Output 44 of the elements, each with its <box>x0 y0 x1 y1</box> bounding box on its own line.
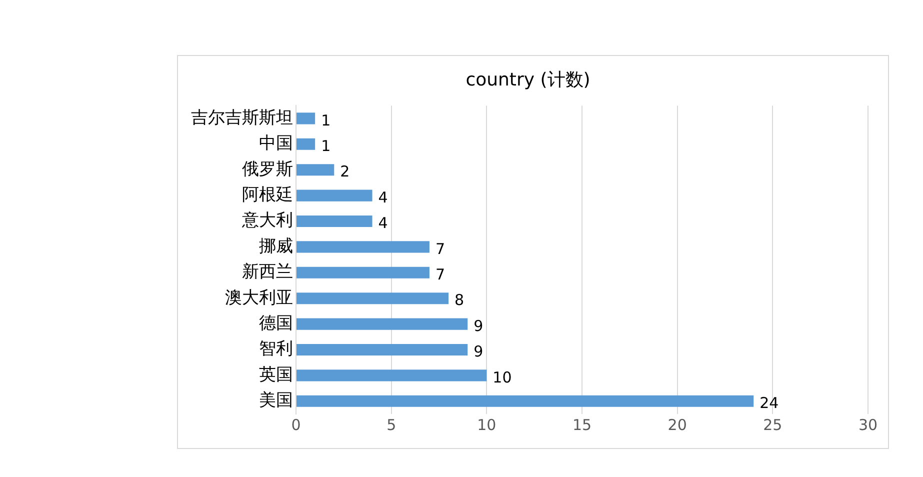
y-tick-label: 智利 <box>259 339 293 360</box>
bar <box>296 292 449 304</box>
y-tick-label: 新西兰 <box>242 262 293 282</box>
bar <box>296 164 334 176</box>
bar <box>296 370 487 382</box>
y-tick-label: 中国 <box>259 134 293 154</box>
data-label: 4 <box>378 214 388 232</box>
x-tick-label: 20 <box>668 416 687 434</box>
x-tick-label: 25 <box>763 416 782 434</box>
x-tick-label: 0 <box>291 416 301 434</box>
y-tick-label: 挪威 <box>259 236 293 256</box>
bar <box>296 215 372 228</box>
data-label: 7 <box>435 240 446 258</box>
bar <box>296 190 372 202</box>
x-tick-label: 30 <box>858 416 878 434</box>
data-label: 9 <box>474 316 484 335</box>
y-tick-label: 英国 <box>259 364 293 385</box>
x-tick-label: 15 <box>572 416 592 434</box>
data-label: 24 <box>760 394 779 412</box>
data-label: 7 <box>435 266 446 284</box>
y-tick-label: 意大利 <box>241 210 293 231</box>
data-label: 4 <box>378 188 388 206</box>
bar <box>296 266 430 278</box>
data-label: 2 <box>340 162 350 181</box>
bar <box>296 112 316 124</box>
bar <box>296 344 468 356</box>
data-label: 1 <box>321 111 331 130</box>
bar <box>296 395 754 407</box>
data-label: 9 <box>474 342 484 361</box>
y-tick-label: 德国 <box>259 313 293 334</box>
data-label: 1 <box>321 137 331 156</box>
data-label: 10 <box>492 368 512 386</box>
x-tick-label: 10 <box>477 416 496 434</box>
bar <box>296 241 430 253</box>
x-tick-label: 5 <box>386 416 396 434</box>
y-tick-label: 澳大利亚 <box>225 288 293 308</box>
bar <box>296 138 316 150</box>
chart-title: country (计数) <box>466 69 590 90</box>
y-tick-label: 俄罗斯 <box>242 159 293 180</box>
data-label: 8 <box>454 291 464 310</box>
y-tick-label: 美国 <box>259 390 293 411</box>
y-tick-label: 吉尔吉斯斯坦 <box>191 108 293 128</box>
bar <box>296 318 468 330</box>
y-tick-label: 阿根廷 <box>242 184 293 205</box>
